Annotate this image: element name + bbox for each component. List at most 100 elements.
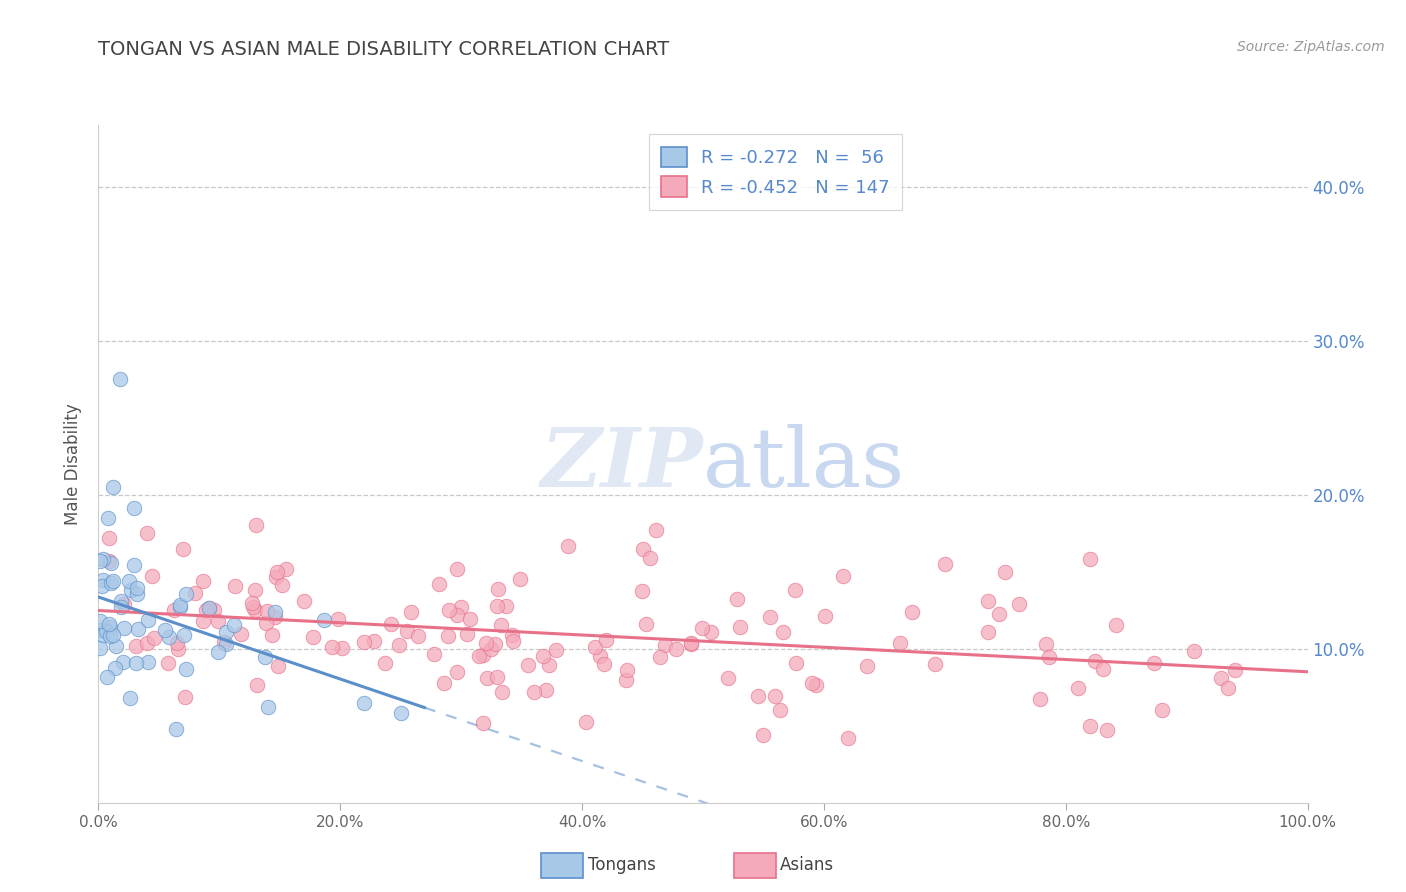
Text: atlas: atlas bbox=[703, 424, 905, 504]
Text: Asians: Asians bbox=[780, 856, 834, 874]
Point bbox=[717, 671, 740, 685]
Point bbox=[256, 700, 278, 714]
Point bbox=[174, 662, 197, 676]
Point bbox=[665, 642, 688, 657]
Point bbox=[645, 523, 668, 537]
Point bbox=[374, 656, 396, 670]
Point bbox=[91, 573, 114, 587]
Legend: R = -0.272   N =  56, R = -0.452   N = 147: R = -0.272 N = 56, R = -0.452 N = 147 bbox=[648, 134, 903, 210]
Point bbox=[495, 599, 517, 614]
Point bbox=[96, 670, 118, 684]
Point bbox=[108, 372, 131, 386]
Point bbox=[679, 636, 702, 650]
Point bbox=[595, 633, 617, 648]
Point bbox=[138, 655, 160, 669]
Point bbox=[988, 607, 1011, 622]
Point bbox=[517, 657, 540, 672]
Point bbox=[900, 605, 922, 619]
Point bbox=[292, 594, 315, 608]
Point bbox=[167, 641, 190, 656]
Point bbox=[589, 648, 612, 663]
Point bbox=[264, 610, 287, 624]
Point bbox=[994, 565, 1017, 579]
Point bbox=[856, 658, 879, 673]
Point bbox=[631, 541, 654, 556]
Point bbox=[389, 706, 412, 721]
Point bbox=[156, 656, 179, 670]
Point bbox=[472, 648, 495, 662]
Point bbox=[97, 531, 120, 545]
Point bbox=[1182, 644, 1205, 658]
Point bbox=[353, 696, 375, 710]
Point bbox=[1035, 637, 1057, 651]
Point bbox=[215, 636, 238, 650]
Point bbox=[450, 599, 472, 614]
Point bbox=[977, 624, 1000, 639]
Point bbox=[112, 597, 135, 611]
Point bbox=[256, 604, 278, 618]
Point bbox=[198, 600, 221, 615]
Point bbox=[127, 587, 149, 601]
Point bbox=[1143, 656, 1166, 670]
Point bbox=[254, 650, 277, 665]
Text: ZIP: ZIP bbox=[540, 424, 703, 504]
Point bbox=[1084, 654, 1107, 668]
Point bbox=[700, 624, 723, 639]
Point bbox=[785, 656, 807, 670]
Point bbox=[264, 570, 287, 584]
Point bbox=[489, 618, 512, 632]
Point bbox=[169, 600, 191, 615]
Point bbox=[243, 582, 266, 597]
Point bbox=[636, 617, 658, 632]
Point bbox=[534, 683, 557, 698]
Point bbox=[173, 628, 195, 642]
Point bbox=[783, 582, 806, 597]
Point bbox=[614, 673, 637, 688]
Point bbox=[433, 675, 456, 690]
Point bbox=[112, 621, 135, 635]
Point bbox=[254, 616, 277, 631]
Point bbox=[502, 633, 524, 648]
Point bbox=[446, 608, 468, 623]
Point bbox=[101, 480, 124, 494]
Point bbox=[427, 577, 450, 591]
Point bbox=[396, 624, 419, 638]
Point bbox=[1067, 681, 1090, 696]
Point bbox=[89, 554, 111, 568]
Point bbox=[388, 638, 411, 652]
Point bbox=[681, 637, 703, 651]
Point bbox=[97, 510, 120, 524]
Point bbox=[314, 613, 336, 627]
Point bbox=[484, 637, 506, 651]
Point bbox=[832, 569, 855, 583]
Point bbox=[165, 722, 187, 736]
Point bbox=[437, 629, 460, 643]
Point bbox=[91, 579, 114, 593]
Point bbox=[1008, 597, 1031, 611]
Point bbox=[93, 628, 115, 642]
Point bbox=[616, 663, 638, 677]
Point bbox=[124, 558, 146, 572]
Point bbox=[650, 649, 672, 664]
Point bbox=[353, 635, 375, 649]
Point bbox=[271, 578, 294, 592]
Point bbox=[924, 657, 946, 671]
Point bbox=[111, 655, 134, 669]
Point bbox=[222, 617, 245, 632]
Point bbox=[631, 584, 654, 599]
Point bbox=[245, 518, 267, 533]
Point bbox=[328, 612, 350, 626]
Point bbox=[118, 690, 141, 705]
Point bbox=[263, 605, 285, 619]
Point bbox=[97, 554, 120, 568]
Point bbox=[638, 550, 661, 565]
Point bbox=[163, 603, 186, 617]
Point bbox=[91, 551, 114, 566]
Point bbox=[477, 671, 499, 685]
Point bbox=[229, 627, 252, 641]
Point bbox=[191, 574, 214, 588]
Point bbox=[301, 630, 323, 644]
Y-axis label: Male Disability: Male Disability bbox=[65, 403, 83, 524]
Point bbox=[240, 596, 263, 610]
Point bbox=[363, 634, 385, 648]
